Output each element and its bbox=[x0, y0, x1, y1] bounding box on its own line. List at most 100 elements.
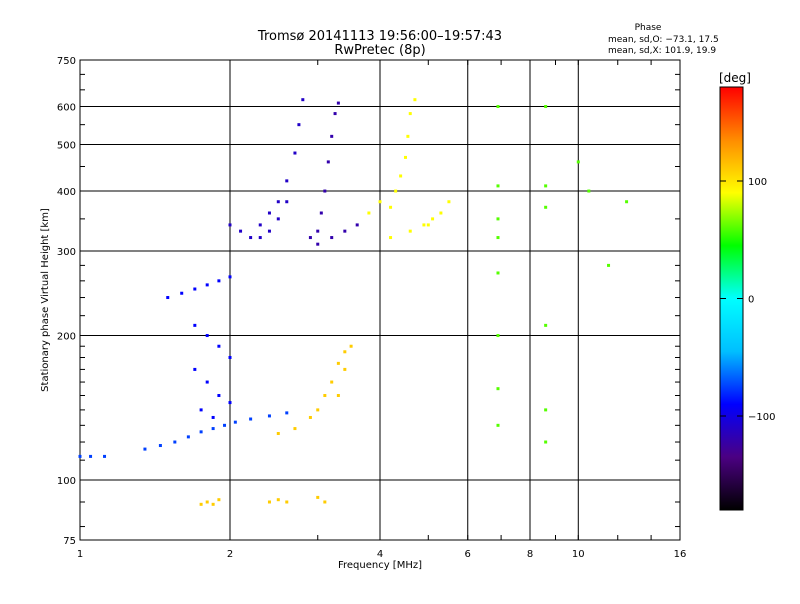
data-point bbox=[607, 263, 611, 267]
data-point bbox=[228, 275, 232, 279]
data-point bbox=[186, 435, 190, 439]
data-point bbox=[199, 502, 203, 506]
data-point bbox=[233, 420, 237, 424]
data-point bbox=[389, 236, 393, 240]
data-point bbox=[217, 279, 221, 283]
y-tick-label: 75 bbox=[63, 536, 76, 547]
data-point bbox=[319, 211, 323, 215]
data-point bbox=[336, 101, 340, 105]
data-point bbox=[103, 454, 107, 458]
data-point bbox=[323, 394, 327, 398]
stats-heading: Phase bbox=[635, 23, 662, 33]
data-point bbox=[408, 229, 412, 233]
data-point bbox=[285, 500, 289, 504]
data-point bbox=[323, 189, 327, 193]
data-point bbox=[367, 211, 371, 215]
data-point bbox=[267, 229, 271, 233]
data-point bbox=[276, 432, 280, 436]
data-point bbox=[496, 184, 500, 188]
data-point bbox=[193, 287, 197, 291]
data-point bbox=[343, 350, 347, 354]
data-point bbox=[316, 495, 320, 499]
data-point bbox=[217, 394, 221, 398]
data-point bbox=[293, 151, 297, 155]
stats-line-x: mean, sd,X: 101.9, 19.9 bbox=[608, 46, 716, 56]
colorbar-tick-label: 100 bbox=[748, 177, 767, 188]
x-axis-label: Frequency [MHz] bbox=[338, 560, 422, 571]
x-tick-label: 6 bbox=[465, 549, 471, 560]
data-point bbox=[439, 211, 443, 215]
data-point bbox=[496, 105, 500, 109]
data-point bbox=[228, 355, 232, 359]
y-tick-label: 400 bbox=[57, 187, 76, 198]
data-point bbox=[205, 283, 209, 287]
data-point bbox=[544, 105, 548, 109]
data-point bbox=[316, 229, 320, 233]
data-point bbox=[333, 112, 337, 116]
data-point bbox=[316, 408, 320, 412]
data-point bbox=[403, 155, 407, 159]
data-point bbox=[323, 500, 327, 504]
data-point bbox=[267, 500, 271, 504]
data-point bbox=[217, 498, 221, 502]
data-point bbox=[249, 236, 253, 240]
data-point bbox=[267, 211, 271, 215]
data-point bbox=[343, 367, 347, 371]
x-tick-label: 2 bbox=[227, 549, 233, 560]
data-point bbox=[199, 408, 203, 412]
data-point bbox=[78, 454, 82, 458]
y-tick-label: 600 bbox=[57, 103, 76, 114]
data-point bbox=[173, 440, 177, 444]
data-point bbox=[447, 200, 451, 204]
data-point bbox=[193, 367, 197, 371]
colorbar-title: [deg] bbox=[719, 71, 751, 85]
data-point bbox=[544, 184, 548, 188]
data-point bbox=[228, 223, 232, 227]
grid-lines bbox=[80, 60, 680, 540]
y-axis-ticks: 75 100 200 300 400 500 600 750 bbox=[57, 56, 680, 547]
data-point bbox=[285, 411, 289, 415]
data-point bbox=[211, 427, 215, 431]
x-tick-label: 10 bbox=[572, 549, 585, 560]
data-point bbox=[496, 423, 500, 427]
data-point bbox=[330, 380, 334, 384]
data-point bbox=[211, 502, 215, 506]
data-point bbox=[587, 189, 591, 193]
data-point bbox=[239, 229, 243, 233]
y-tick-label: 200 bbox=[57, 332, 76, 343]
data-point bbox=[258, 223, 262, 227]
data-point bbox=[496, 236, 500, 240]
data-point bbox=[276, 498, 280, 502]
data-point bbox=[205, 334, 209, 338]
data-point bbox=[285, 200, 289, 204]
data-point bbox=[228, 401, 232, 405]
data-point bbox=[406, 134, 410, 138]
x-tick-label: 8 bbox=[527, 549, 533, 560]
data-point bbox=[431, 217, 435, 221]
data-point bbox=[285, 179, 289, 183]
colorbar-tick-label: −100 bbox=[748, 412, 775, 423]
data-point bbox=[89, 454, 93, 458]
data-point bbox=[496, 271, 500, 275]
y-tick-label: 500 bbox=[57, 141, 76, 152]
data-point bbox=[544, 323, 548, 327]
data-point bbox=[413, 98, 417, 102]
data-point bbox=[166, 296, 170, 300]
chart-subtitle: RwPretec (8p) bbox=[334, 43, 425, 58]
y-axis-label: Stationary phase Virtual Height [km] bbox=[40, 208, 51, 392]
colorbar-ticks: 100 0 −100 bbox=[720, 177, 775, 423]
data-point bbox=[544, 440, 548, 444]
data-point bbox=[544, 205, 548, 209]
data-point bbox=[389, 205, 393, 209]
data-point bbox=[408, 112, 412, 116]
data-point bbox=[316, 242, 320, 246]
data-point bbox=[205, 380, 209, 384]
x-tick-label: 4 bbox=[377, 549, 383, 560]
data-point bbox=[293, 427, 297, 431]
x-axis-ticks: 1 2 4 6 8 10 16 bbox=[77, 60, 686, 560]
data-point bbox=[336, 361, 340, 365]
data-point bbox=[297, 123, 301, 127]
colorbar-tick-label: 0 bbox=[748, 295, 754, 306]
